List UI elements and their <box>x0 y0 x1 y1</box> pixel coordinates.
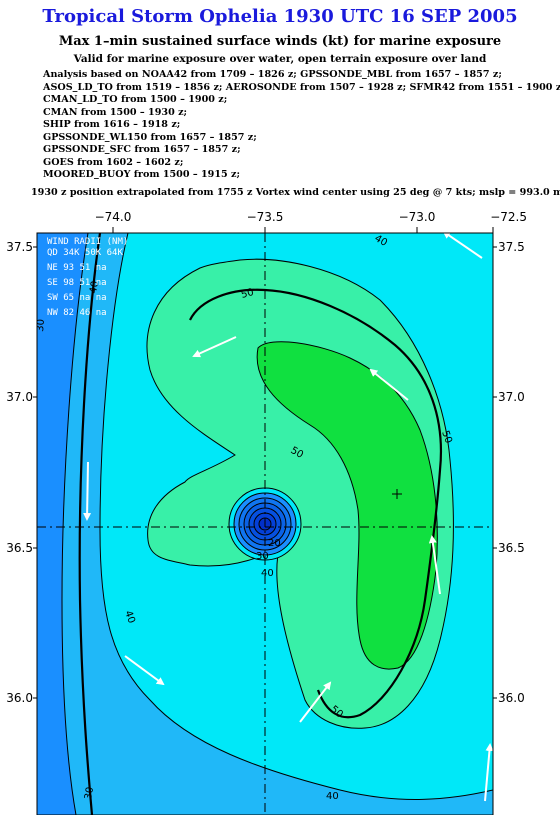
source-line: GOES from 1602 – 1602 z; <box>43 156 184 168</box>
latitude-axis-right: 37.5 37.0 36.5 36.0 <box>493 240 525 705</box>
wind-arrow <box>428 535 441 595</box>
lon-tick-label: −73.0 <box>399 210 436 224</box>
contour-label: 40 <box>326 791 339 802</box>
wind-radii-row: SW 65 na na <box>47 293 107 303</box>
isotach-50 <box>189 288 442 719</box>
lon-tick-label: −72.5 <box>490 210 527 224</box>
latitude-axis-left: 37.5 37.0 36.5 36.0 <box>6 240 37 705</box>
source-line: CMAN_LD_TO from 1500 – 1900 z; <box>43 94 228 105</box>
isotach-outer <box>78 233 102 815</box>
contour-label: 30 <box>35 319 47 333</box>
source-line: Analysis based on NOAA42 from 1709 – 182… <box>43 69 502 80</box>
position-note: 1930 z position extrapolated from 1755 z… <box>31 187 560 198</box>
contour-label: 40 <box>122 609 137 625</box>
max-wind-marker <box>392 489 402 499</box>
lat-tick-label: 37.5 <box>6 240 33 254</box>
validity-note: Valid for marine exposure over water, op… <box>73 53 487 65</box>
wind-arrow <box>83 461 92 521</box>
lon-tick-label: −73.5 <box>247 210 284 224</box>
contour-label: 40 <box>261 568 274 579</box>
lat-tick-label: 36.0 <box>498 691 525 705</box>
wind-radii-title: WIND RADII (NM) <box>47 237 128 247</box>
lat-tick-label: 36.0 <box>6 691 33 705</box>
contour-label: 30 <box>256 551 269 562</box>
contour-label: 30 <box>83 786 96 800</box>
wind-arrow <box>369 368 409 401</box>
lat-tick-label: 37.0 <box>6 390 33 404</box>
wind-radii-header: QD 34K 50K 64K <box>47 248 123 258</box>
source-line: MOORED_BUOY from 1500 – 1915 z; <box>43 169 241 180</box>
contour-label: 50 <box>240 287 255 301</box>
wind-arrow <box>484 743 493 802</box>
source-line: ASOS_LD_TO from 1519 – 1856 z; AEROSONDE… <box>43 81 560 93</box>
wind-arrow <box>299 681 332 723</box>
source-line: CMAN from 1500 – 1930 z; <box>43 106 188 118</box>
map-subtitle: Max 1–min sustained surface winds (kt) f… <box>58 34 502 49</box>
lat-tick-label: 36.5 <box>498 541 525 555</box>
contour-label: 20 <box>268 538 281 549</box>
wind-radii-row: SE 98 51 na <box>47 278 107 288</box>
wind-arrow <box>442 233 483 259</box>
wind-arrow <box>192 336 237 358</box>
wind-arrows <box>83 233 493 802</box>
source-line: GPSSONDE_SFC from 1657 – 1857 z; <box>43 144 241 155</box>
source-line: SHIP from 1616 – 1918 z; <box>43 119 181 130</box>
wind-radii-table: WIND RADII (NM) QD 34K 50K 64K NE 93 51 … <box>47 237 128 318</box>
wind-arrow <box>124 655 165 686</box>
data-sources: Analysis based on NOAA42 from 1709 – 182… <box>43 69 560 182</box>
contour-label: 50 <box>439 429 454 445</box>
source-line: GPSSONDE_WL150 from 1657 – 1857 z; <box>43 131 257 143</box>
longitude-axis: −74.0 −73.5 −73.0 −72.5 <box>95 210 527 233</box>
wind-radii-row: NE 93 51 na <box>47 263 107 273</box>
contour-label: 40 <box>88 280 101 294</box>
map-field: 50 50 50 50 40 40 40 40 40 30 30 30 20 W… <box>35 233 493 815</box>
lat-tick-label: 37.5 <box>498 240 525 254</box>
lat-tick-label: 36.5 <box>6 541 33 555</box>
lon-tick-label: −74.0 <box>95 210 132 224</box>
wind-radii-row: NW 82 46 na <box>47 308 107 318</box>
map-title: Tropical Storm Ophelia 1930 UTC 16 SEP 2… <box>42 6 518 27</box>
lat-tick-label: 37.0 <box>498 390 525 404</box>
